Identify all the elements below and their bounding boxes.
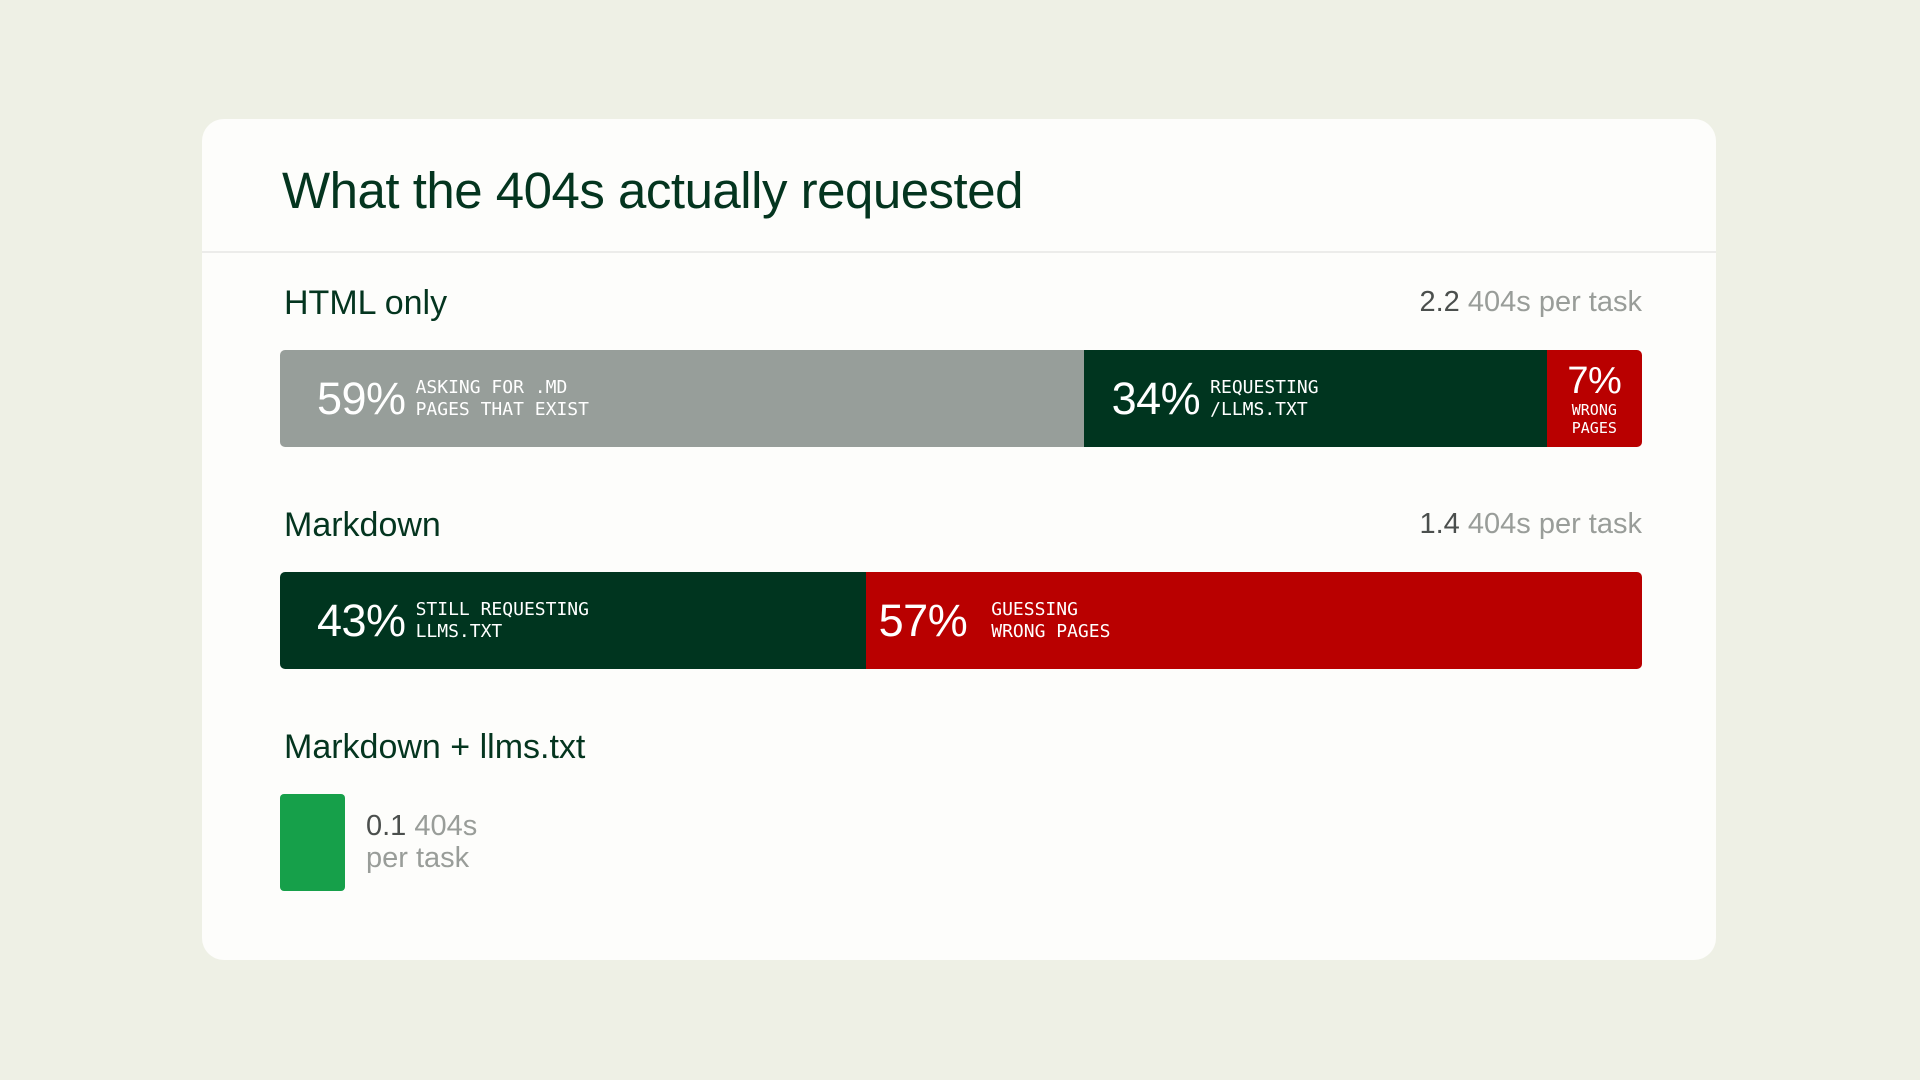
segment-label-line: REQUESTING — [1210, 376, 1319, 398]
segment-label-line: LLMS.TXT — [415, 620, 503, 642]
segment-label: REQUESTING /LLMS.TXT — [1210, 377, 1318, 421]
section-label-markdown: Markdown — [284, 506, 441, 544]
per-task-markdown-llms: 0.1 404s per task — [366, 810, 566, 874]
chart-title: What the 404s actually requested — [282, 162, 1023, 219]
bar-segment-md-pages: 59% ASKING FOR .MD PAGES THAT EXIST — [280, 350, 1084, 447]
segment-label-line: STILL REQUESTING — [415, 598, 589, 620]
segment-percent: 59% — [317, 372, 406, 424]
bar-segment-guessing: 57% GUESSING WRONG PAGES — [865, 572, 1642, 669]
per-task-line: 0.1 404s — [366, 810, 566, 842]
bar-segment-wrong-pages: 7% WRONG PAGES — [1546, 350, 1642, 447]
bar-segment-llms-txt: 34% REQUESTING /LLMS.TXT — [1083, 350, 1547, 447]
segment-label-line: PAGES THAT EXIST — [415, 398, 589, 420]
section-label-html-only: HTML only — [284, 284, 448, 322]
segment-label-line: GUESSING — [991, 598, 1078, 620]
per-task-value: 2.2 — [1419, 286, 1460, 318]
segment-label: ASKING FOR .MD PAGES THAT EXIST — [416, 377, 589, 421]
segment-percent: 57% — [878, 594, 968, 646]
per-task-unit-line: per task — [366, 842, 470, 874]
title-divider — [202, 251, 1716, 253]
segment-label: WRONG PAGES — [1572, 401, 1617, 437]
stacked-bar-markdown: 43% STILL REQUESTING LLMS.TXT 57% GUESSI… — [280, 572, 1642, 669]
stacked-bar-html-only: 59% ASKING FOR .MD PAGES THAT EXIST 34% … — [280, 350, 1642, 447]
per-task-html-only: 2.2 404s per task — [1420, 286, 1643, 319]
segment-label: STILL REQUESTING LLMS.TXT — [416, 599, 589, 643]
per-task-unit: 404s per task — [1467, 286, 1642, 318]
segment-label-line: PAGES — [1571, 418, 1617, 437]
segment-label-line: WRONG PAGES — [991, 620, 1111, 642]
chart-card: What the 404s actually requested HTML on… — [202, 119, 1716, 960]
bar-segment-still-llms: 43% STILL REQUESTING LLMS.TXT — [280, 572, 866, 669]
segment-label: GUESSING WRONG PAGES — [991, 599, 1110, 643]
segment-percent: 43% — [317, 594, 406, 646]
per-task-unit: 404s per task — [1467, 508, 1642, 540]
segment-label-line: ASKING FOR .MD — [415, 376, 568, 398]
per-task-value: 0.1 — [366, 810, 407, 842]
segment-percent: 7% — [1567, 359, 1622, 402]
segment-percent: 34% — [1111, 372, 1201, 424]
per-task-markdown: 1.4 404s per task — [1420, 508, 1643, 541]
section-label-markdown-llms: Markdown + llms.txt — [284, 728, 586, 766]
segment-label-line: WRONG — [1571, 400, 1617, 419]
bar-markdown-llms — [280, 794, 345, 891]
per-task-value: 1.4 — [1419, 508, 1460, 540]
per-task-unit: 404s — [414, 810, 478, 842]
segment-label-line: /LLMS.TXT — [1210, 398, 1308, 420]
